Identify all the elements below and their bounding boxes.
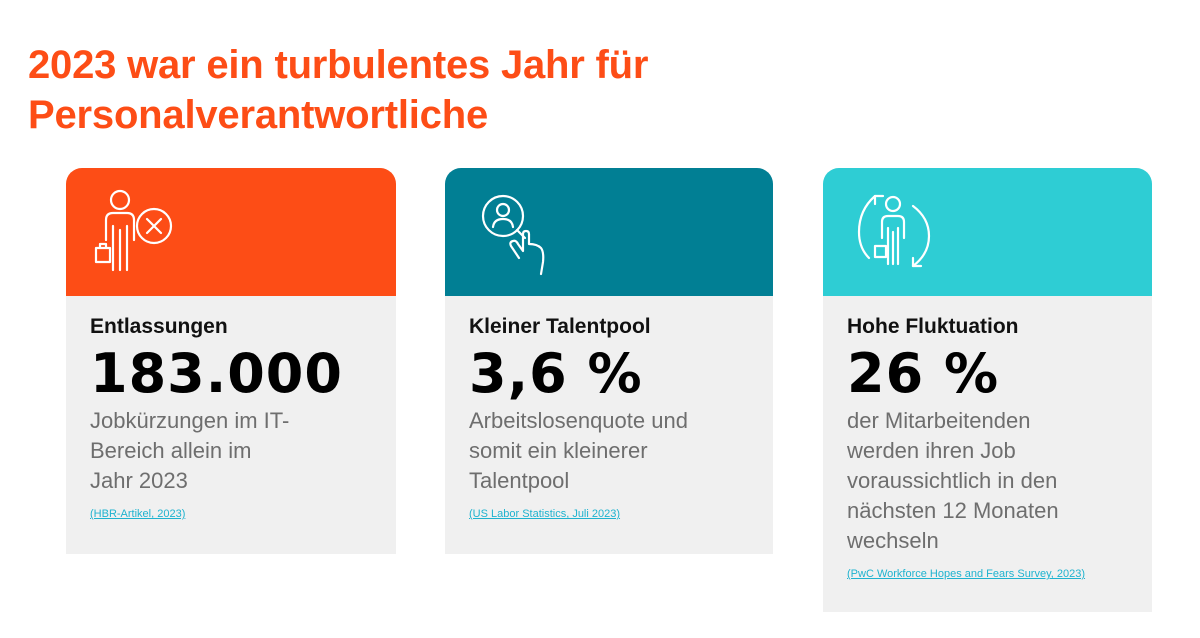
- card-header: [823, 168, 1152, 296]
- card-description-line: Jobkürzungen im IT-: [90, 408, 290, 433]
- card-label: Hohe Fluktuation: [847, 315, 1019, 338]
- magnifier-person-hand-icon: [467, 182, 567, 282]
- card-description-line: Jahr 2023: [90, 468, 188, 493]
- card-description-line: voraussichtlich in den: [847, 468, 1058, 493]
- card-value: 183.000: [90, 342, 343, 405]
- card-label: Entlassungen: [90, 315, 228, 338]
- card-description-line: werden ihren Job: [847, 438, 1016, 463]
- source-link-pwc[interactable]: (PwC Workforce Hopes and Fears Survey, 2…: [847, 568, 1086, 580]
- card-talent-pool: Kleiner Talentpool 3,6 % Arbeitslosenquo…: [445, 168, 773, 554]
- card-header: [66, 168, 396, 296]
- card-description: Arbeitslosenquote und somit ein kleinere…: [469, 406, 773, 496]
- card-value: 26 %: [847, 342, 1000, 405]
- card-description-line: nächsten 12 Monaten: [847, 498, 1059, 523]
- page-title-line-2: Personalverantwortliche: [28, 93, 489, 137]
- card-layoffs: Entlassungen 183.000 Jobkürzungen im IT-…: [66, 168, 396, 554]
- page-title: 2023 war ein turbulentes Jahr für Person…: [28, 40, 648, 140]
- source-link-us-labor[interactable]: (US Labor Statistics, Juli 2023): [469, 508, 621, 520]
- card-turnover: Hohe Fluktuation 26 % der Mitarbeitenden…: [823, 168, 1152, 612]
- page-title-line-1: 2023 war ein turbulentes Jahr für: [28, 43, 649, 87]
- source-link-hbr[interactable]: (HBR-Artikel, 2023): [90, 508, 186, 520]
- card-header: [445, 168, 773, 296]
- card-description-line: der Mitarbeitenden: [847, 408, 1031, 433]
- card-description: der Mitarbeitenden werden ihren Job vora…: [847, 406, 1152, 556]
- card-value: 3,6 %: [469, 342, 643, 405]
- card-description-line: somit ein kleinerer: [469, 438, 648, 463]
- card-description-line: wechseln: [847, 528, 939, 553]
- card-description-line: Talentpool: [469, 468, 570, 493]
- card-label: Kleiner Talentpool: [469, 315, 651, 338]
- card-description-line: Bereich allein im: [90, 438, 252, 463]
- person-circular-arrows-icon: [845, 182, 945, 282]
- card-description: Jobkürzungen im IT- Bereich allein im Ja…: [90, 406, 396, 496]
- person-briefcase-x-icon: [88, 182, 188, 282]
- card-description-line: Arbeitslosenquote und: [469, 408, 688, 433]
